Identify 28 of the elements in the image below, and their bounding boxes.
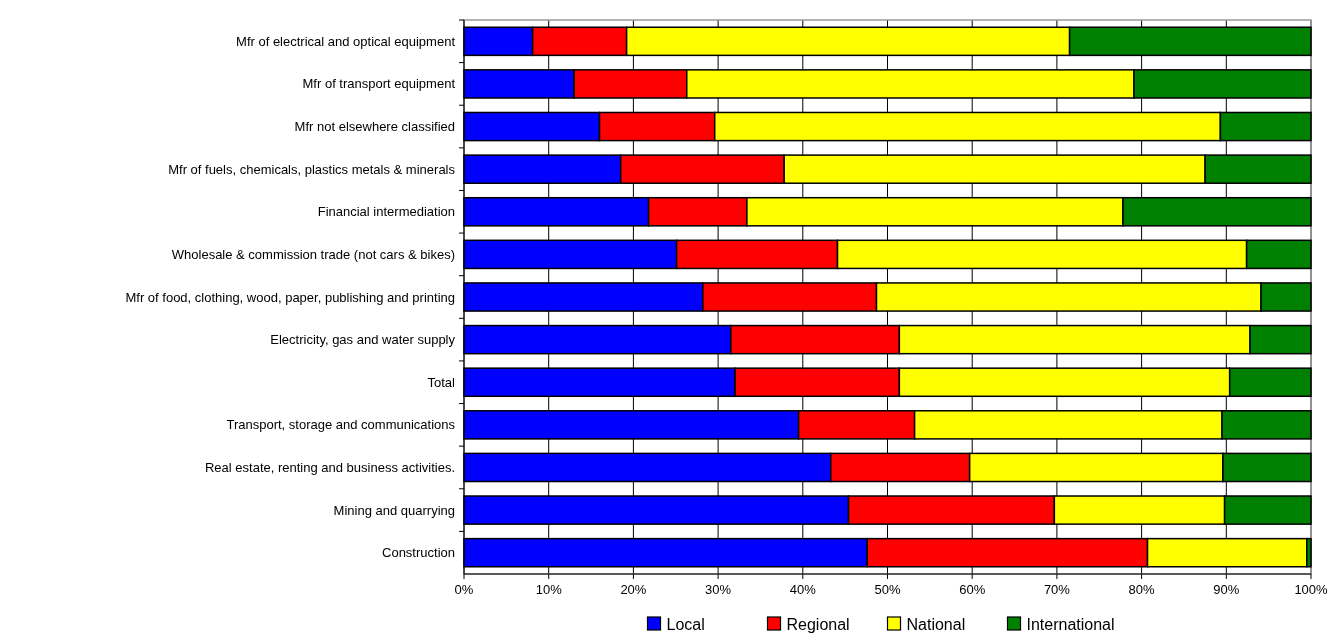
y-tick-label: Construction	[382, 545, 455, 561]
y-tick-label: Mfr not elsewhere classified	[294, 119, 455, 135]
y-tick-label: Mfr of electrical and optical equipment	[236, 33, 456, 49]
x-tick-label: 60%	[959, 582, 986, 597]
x-tick-label: 80%	[1128, 582, 1156, 597]
x-tick-label: 0%	[454, 582, 474, 597]
y-tick-label: Electricity, gas and water supply	[270, 332, 456, 348]
y-tick-label: Mfr of transport equipment	[302, 76, 456, 92]
legend-label: International	[1026, 615, 1115, 633]
y-tick-label: Mfr of food, clothing, wood, paper, publishing and printing	[125, 289, 455, 305]
x-tick-label: 20%	[620, 582, 647, 597]
y-tick-label: Mining and quarrying	[333, 502, 455, 518]
y-tick-label: Mfr of fuels, chemicals, plastics metals & minerals	[168, 161, 456, 177]
x-tick-label: 10%	[535, 582, 563, 597]
y-tick-label: Total	[427, 374, 456, 390]
y-tick-label: Real estate, renting and business activities.	[204, 460, 455, 476]
y-tick-label: Wholesale & commission trade (not cars & bikes)	[171, 246, 455, 262]
y-tick-label: Transport, storage and communications	[226, 417, 456, 433]
y-tick-label: Financial intermediation	[317, 204, 455, 220]
x-tick-label: 100%	[1294, 582, 1329, 597]
x-tick-label: 30%	[705, 582, 732, 597]
x-tick-label: 70%	[1043, 582, 1071, 597]
legend-label: Local	[666, 615, 705, 633]
x-tick-label: 40%	[789, 582, 817, 597]
x-tick-label: 50%	[874, 582, 901, 597]
legend-label: Regional	[786, 615, 850, 633]
legend-label: National	[906, 615, 966, 633]
x-tick-label: 90%	[1213, 582, 1240, 597]
